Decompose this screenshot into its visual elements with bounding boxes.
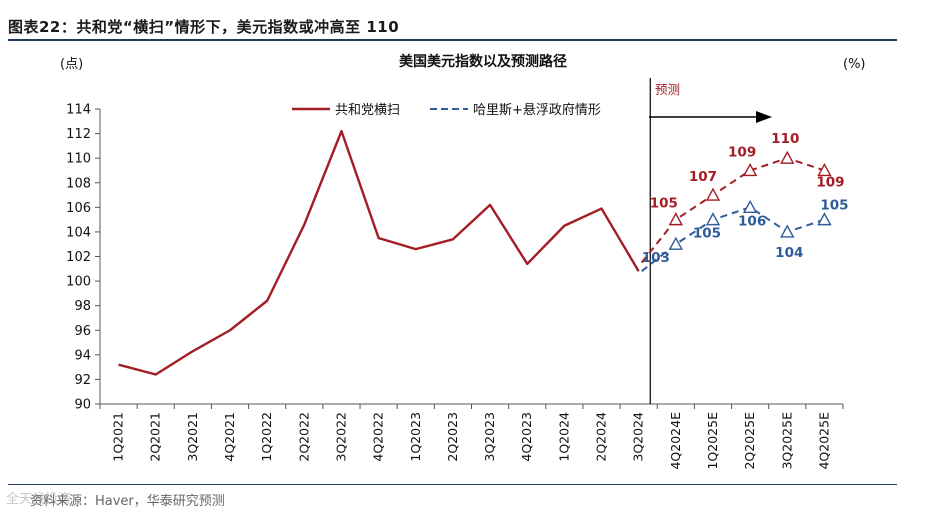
x-tick-label: 4Q2024E bbox=[668, 412, 683, 470]
x-tick-label: 3Q2021 bbox=[185, 412, 200, 462]
x-tick-label: 3Q2023 bbox=[482, 412, 497, 462]
x-tick-label: 2Q2025E bbox=[742, 412, 757, 470]
x-tick-label: 3Q2025E bbox=[779, 412, 794, 470]
republican-data-label: 109 bbox=[816, 174, 844, 190]
x-tick-label: 2Q2021 bbox=[148, 412, 163, 462]
y-tick-label: 92 bbox=[74, 373, 91, 388]
footer-rule bbox=[8, 484, 897, 485]
harris-forecast-marker bbox=[742, 199, 758, 214]
y-tick-label: 114 bbox=[66, 103, 91, 118]
y-tick-label: 100 bbox=[66, 275, 91, 290]
x-tick-label: 3Q2022 bbox=[333, 412, 348, 462]
y-tick-label: 108 bbox=[66, 176, 91, 191]
x-tick-label: 4Q2025E bbox=[816, 412, 831, 470]
harris-data-label: 104 bbox=[775, 245, 803, 261]
republican-forecast-line bbox=[640, 157, 825, 264]
x-tick-label: 2Q2024 bbox=[594, 412, 609, 462]
historical-line bbox=[118, 129, 640, 376]
source-note: 资料来源：Haver，华泰研究预测 bbox=[30, 494, 225, 509]
republican-forecast-marker bbox=[668, 212, 684, 226]
harris-forecast-marker bbox=[705, 212, 721, 226]
republican-forecast-marker bbox=[705, 187, 721, 201]
harris-data-label: 106 bbox=[738, 213, 766, 229]
x-tick-label: 4Q2022 bbox=[371, 412, 386, 462]
y-tick-label: 96 bbox=[74, 324, 91, 339]
watermark-text: 全天候投资 bbox=[6, 492, 72, 507]
republican-data-label: 107 bbox=[689, 169, 717, 185]
republican-data-label: 105 bbox=[650, 196, 678, 212]
x-tick-label: 1Q2021 bbox=[111, 412, 126, 462]
x-tick-label: 1Q2022 bbox=[259, 412, 274, 462]
x-tick-label: 3Q2024 bbox=[631, 412, 646, 462]
x-tick-label: 1Q2025E bbox=[705, 412, 720, 470]
x-tick-label: 2Q2023 bbox=[445, 412, 460, 462]
forecast-arrow-head bbox=[756, 111, 772, 123]
title-rule bbox=[8, 39, 897, 41]
figure-title: 图表22：共和党“横扫”情形下，美元指数或冲高至 110 bbox=[8, 18, 400, 36]
y-tick-label: 104 bbox=[66, 225, 91, 240]
harris-data-label: 105 bbox=[820, 198, 848, 214]
y-axis-unit-left: (点) bbox=[60, 57, 83, 72]
harris-data-label: 103 bbox=[642, 250, 670, 266]
y-axis-unit-right: (%) bbox=[843, 57, 866, 72]
y-tick-label: 106 bbox=[66, 201, 91, 216]
x-tick-label: 4Q2021 bbox=[222, 412, 237, 462]
harris-forecast-marker bbox=[817, 212, 832, 226]
y-tick-label: 98 bbox=[74, 299, 91, 314]
republican-data-label: 110 bbox=[771, 131, 799, 147]
chart-title: 美国美元指数以及预测路径 bbox=[399, 53, 567, 70]
forecast-label: 预测 bbox=[655, 82, 680, 97]
legend-label-republican: 共和党横扫 bbox=[335, 103, 400, 118]
harris-data-label: 105 bbox=[693, 226, 721, 242]
y-tick-label: 90 bbox=[74, 398, 91, 413]
republican-data-label: 109 bbox=[728, 144, 756, 160]
harris-forecast-marker bbox=[668, 236, 684, 250]
y-tick-label: 112 bbox=[66, 127, 91, 142]
legend-label-harris: 哈里斯+悬浮政府情形 bbox=[473, 103, 601, 118]
republican-forecast-marker bbox=[780, 150, 795, 164]
x-tick-label: 2Q2022 bbox=[296, 412, 311, 462]
republican-forecast-marker bbox=[742, 162, 758, 177]
y-tick-label: 102 bbox=[66, 250, 91, 265]
republican-forecast-marker bbox=[817, 162, 832, 177]
x-tick-label: 1Q2024 bbox=[556, 412, 571, 462]
x-tick-label: 1Q2023 bbox=[408, 412, 423, 462]
y-tick-label: 94 bbox=[74, 348, 91, 363]
x-tick-label: 4Q2023 bbox=[519, 412, 534, 462]
harris-forecast-marker bbox=[780, 224, 795, 238]
y-tick-label: 110 bbox=[66, 152, 91, 167]
